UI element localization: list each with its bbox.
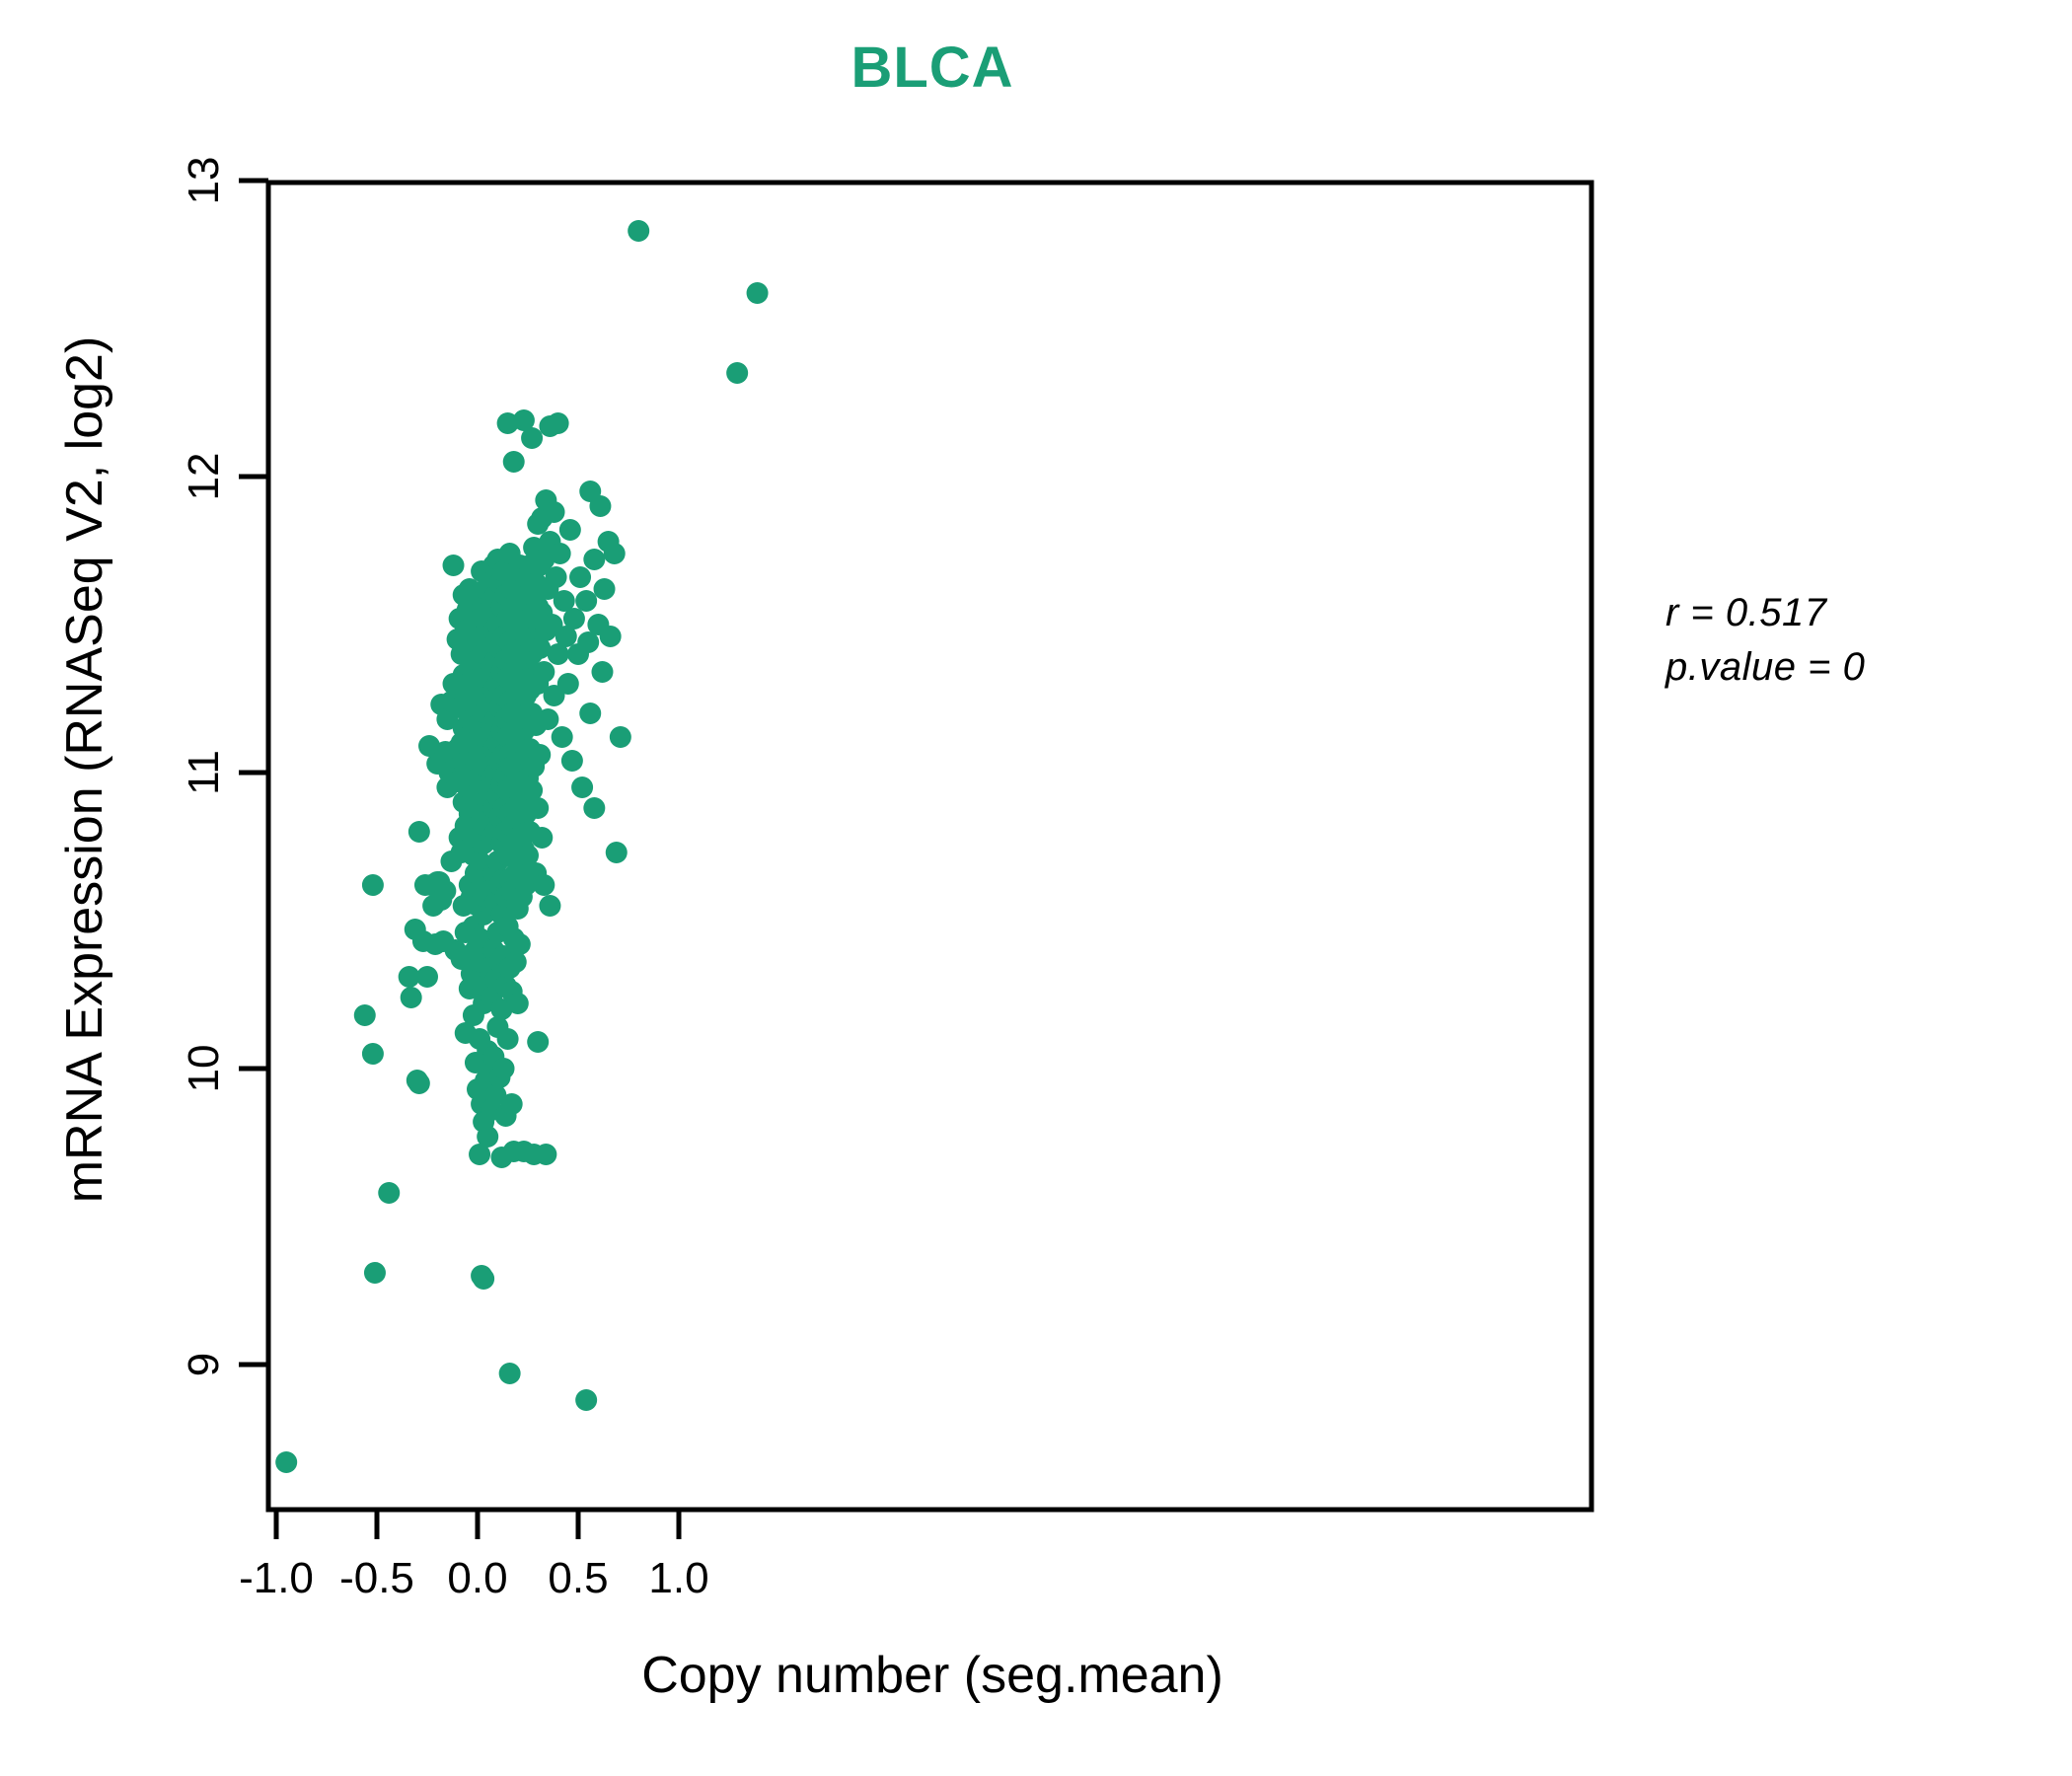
- data-point: [512, 409, 535, 431]
- data-point: [477, 1126, 499, 1147]
- data-point: [521, 427, 544, 449]
- data-point: [416, 966, 438, 988]
- data-point: [353, 1004, 376, 1026]
- data-point: [529, 637, 552, 659]
- data-point: [583, 797, 606, 819]
- data-point: [469, 1144, 491, 1165]
- data-point: [599, 626, 622, 647]
- x-tick-label: 0.0: [447, 1554, 508, 1602]
- data-point: [498, 1363, 521, 1384]
- data-point: [533, 874, 555, 896]
- data-point: [537, 708, 559, 730]
- data-point: [407, 1073, 430, 1094]
- r-value-text: r = 0.517: [1665, 591, 1827, 634]
- data-point: [560, 750, 583, 772]
- data-point: [543, 501, 565, 523]
- data-point: [539, 895, 561, 917]
- data-point: [609, 726, 631, 748]
- data-point: [569, 566, 592, 588]
- data-point: [553, 590, 575, 612]
- data-point: [531, 827, 554, 849]
- data-point: [508, 933, 531, 955]
- data-point: [549, 543, 571, 564]
- y-axis-title: mRNA Expression (RNASeq V2, log2): [56, 335, 113, 1204]
- data-point: [434, 880, 457, 902]
- x-tick-label: -1.0: [239, 1554, 314, 1602]
- data-point: [502, 451, 525, 473]
- data-point: [577, 631, 600, 653]
- data-point: [275, 1451, 298, 1473]
- y-tick-label: 13: [180, 156, 228, 205]
- data-point: [473, 1268, 495, 1290]
- data-point: [575, 590, 598, 612]
- y-tick-label: 12: [180, 452, 228, 501]
- data-point: [558, 519, 581, 541]
- data-points: [275, 220, 769, 1473]
- data-point: [529, 744, 552, 766]
- data-point: [562, 608, 585, 629]
- p-value-text: p.value = 0: [1665, 645, 1866, 690]
- data-point: [628, 220, 650, 242]
- y-tick-label: 11: [180, 750, 228, 795]
- data-point: [583, 549, 606, 570]
- data-point: [605, 842, 628, 863]
- data-point: [591, 661, 614, 683]
- data-point: [496, 1028, 519, 1050]
- data-point: [517, 845, 539, 866]
- data-point: [398, 966, 420, 988]
- correlation-annotation: r = 0.517 p.value = 0: [1665, 586, 1865, 695]
- page-title: BLCA: [851, 36, 1014, 100]
- data-point: [484, 1084, 507, 1106]
- plot-border: [265, 180, 1594, 1513]
- data-point: [378, 1182, 401, 1204]
- data-point: [400, 987, 422, 1008]
- data-point: [442, 555, 465, 576]
- data-point: [361, 874, 384, 896]
- data-point: [593, 578, 616, 600]
- data-point: [589, 495, 612, 517]
- data-point: [746, 282, 769, 304]
- data-point: [533, 661, 555, 683]
- data-point: [506, 993, 529, 1014]
- data-point: [500, 1093, 523, 1115]
- data-point: [571, 777, 594, 798]
- data-point: [575, 1389, 598, 1411]
- data-point: [547, 643, 569, 665]
- data-point: [545, 566, 567, 588]
- data-point: [579, 703, 602, 724]
- data-point: [407, 821, 430, 843]
- data-point: [535, 1144, 557, 1165]
- data-point: [547, 412, 569, 434]
- x-tick-label: -0.5: [339, 1554, 414, 1602]
- data-point: [726, 362, 749, 384]
- data-point: [521, 779, 544, 801]
- data-point: [363, 1262, 386, 1284]
- plot-frame: [265, 180, 1594, 1513]
- x-tick-label: 0.5: [548, 1554, 609, 1602]
- data-point: [492, 1058, 515, 1079]
- y-axis-ticks: [239, 178, 268, 1368]
- y-tick-label: 10: [180, 1044, 228, 1093]
- y-tick-label: 9: [180, 1352, 228, 1377]
- x-axis-title: Copy number (seg.mean): [641, 1647, 1223, 1704]
- data-point: [527, 797, 550, 819]
- data-point: [603, 543, 626, 564]
- data-point: [361, 1043, 384, 1065]
- x-tick-label: 1.0: [648, 1554, 709, 1602]
- data-point: [556, 673, 579, 695]
- data-point: [496, 412, 519, 434]
- data-point: [527, 1031, 550, 1053]
- data-point: [555, 626, 577, 647]
- data-point: [504, 951, 527, 973]
- x-axis-ticks: [273, 1510, 682, 1539]
- data-point: [551, 726, 573, 748]
